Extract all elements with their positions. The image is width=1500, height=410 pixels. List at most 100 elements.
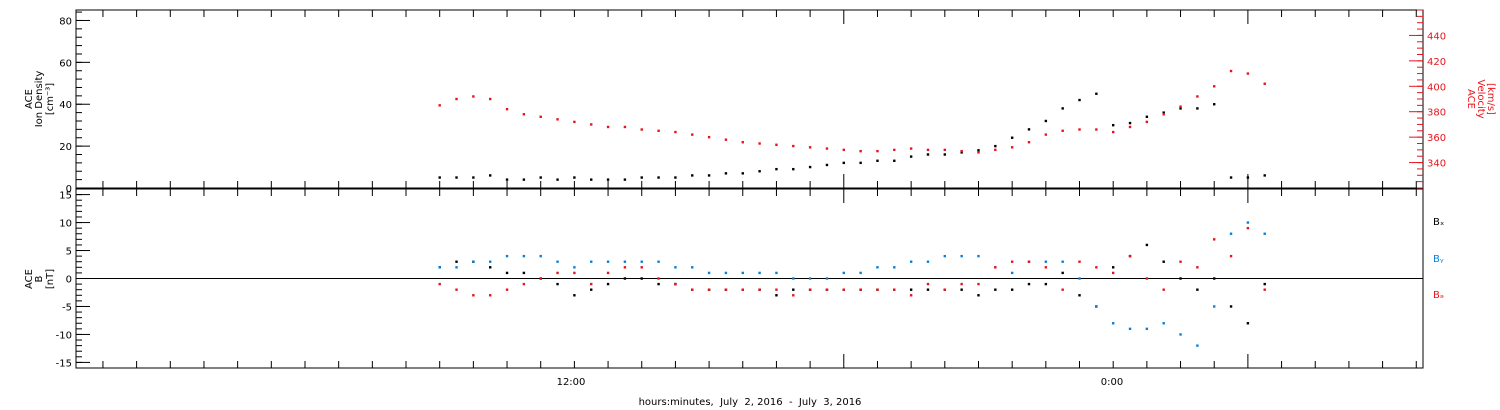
magnetic-point-series-2 <box>707 288 711 291</box>
magnetic-point-series-0 <box>1162 260 1165 263</box>
magnetic-point-series-2 <box>775 288 778 291</box>
magnetic-point-series-0 <box>909 288 913 291</box>
plasma-point-series-0 <box>842 161 845 165</box>
magnetic-point-series-2 <box>623 266 627 269</box>
magnetic-point-series-1 <box>1078 277 1081 280</box>
plasma-point-series-1 <box>640 128 643 131</box>
magnetic-point-series-1 <box>1044 260 1048 263</box>
magnetic-point-series-1 <box>741 271 744 275</box>
plasma-point-series-1 <box>556 118 559 121</box>
magnetic-point-series-0 <box>623 277 627 280</box>
magnetic-point-series-2 <box>859 288 862 291</box>
magnetic-point-series-1 <box>1061 260 1064 263</box>
plasma-point-series-1 <box>1196 95 1199 98</box>
plasma-point-series-1 <box>707 135 711 139</box>
plasma-point-series-0 <box>859 161 862 165</box>
plasma-point-series-0 <box>573 176 576 179</box>
plasma-ylabel-line-2: Ion Density <box>34 71 45 128</box>
magnetic-point-series-2 <box>1145 277 1149 280</box>
plasma-point-series-0 <box>1263 174 1266 177</box>
plasma-point-series-1 <box>691 133 694 136</box>
magnetic-point-series-1 <box>1213 305 1216 308</box>
magnetic-point-series-2 <box>1111 271 1115 275</box>
magnetic-point-series-0 <box>1044 282 1048 286</box>
plasma-point-series-0 <box>455 176 458 179</box>
magnetic-point-series-2 <box>1263 288 1266 291</box>
magnetic-point-series-2 <box>674 282 677 286</box>
plasma-point-series-0 <box>489 174 492 177</box>
magnetic-point-series-1 <box>606 260 610 263</box>
magnetic-point-series-2 <box>1179 260 1182 263</box>
velocity-ylabel-line-1: ACE <box>1465 89 1476 109</box>
magnetic-point-series-1 <box>505 254 509 258</box>
velocity-ytick-label: 340 <box>1427 159 1446 170</box>
velocity-ytick-label: 360 <box>1427 133 1446 144</box>
magnetic-point-series-1 <box>1179 333 1182 336</box>
plasma-point-series-1 <box>1246 72 1250 75</box>
plasma-point-series-0 <box>825 163 829 167</box>
plasma-point-series-0 <box>674 176 677 179</box>
magnetic-point-series-0 <box>792 288 795 291</box>
magnetic-point-series-2 <box>522 282 526 286</box>
magnetic-ytick-label: 5 <box>66 247 72 258</box>
plasma-point-series-1 <box>590 123 593 126</box>
plasma-point-series-1 <box>994 148 997 152</box>
magnetic-point-series-2 <box>1061 288 1064 291</box>
plasma-point-series-0 <box>438 176 441 179</box>
plasma-point-series-1 <box>825 147 829 150</box>
plasma-point-series-0 <box>556 178 559 181</box>
plasma-point-series-1 <box>606 125 610 129</box>
magnetic-point-series-1 <box>691 266 694 269</box>
magnetic-point-series-1 <box>960 254 963 258</box>
plasma-ytick-label: 20 <box>59 142 72 153</box>
magnetic-point-series-2 <box>893 288 896 291</box>
magnetic-ytick-label: 15 <box>59 191 72 202</box>
plasma-point-series-0 <box>657 176 660 179</box>
plasma-point-series-0 <box>1027 128 1031 131</box>
plasma-point-series-0 <box>505 178 509 181</box>
magnetic-point-series-1 <box>623 260 627 263</box>
magnetic-point-series-1 <box>472 260 475 263</box>
magnetic-point-series-1 <box>876 266 879 269</box>
magnetic-point-series-1 <box>1128 327 1132 331</box>
plasma-point-series-0 <box>472 176 475 179</box>
plasma-point-series-0 <box>758 170 761 173</box>
plasma-point-series-0 <box>539 176 542 179</box>
plasma-point-series-0 <box>707 174 711 177</box>
magnetic-point-series-1 <box>1162 322 1165 325</box>
legend-bz: Bₔ <box>1433 290 1444 301</box>
velocity-ylabel-line-3: [km/s] <box>1485 83 1496 115</box>
magnetic-point-series-1 <box>556 260 559 263</box>
plasma-point-series-0 <box>792 167 795 171</box>
magnetic-point-series-2 <box>943 288 947 291</box>
plasma-ytick-label: 60 <box>59 58 72 69</box>
magnetic-point-series-2 <box>842 288 845 291</box>
magnetic-point-series-1 <box>775 271 778 275</box>
x-tick-label-0-00: 0:00 <box>1101 377 1123 388</box>
plasma-point-series-0 <box>623 178 627 181</box>
magnetic-point-series-1 <box>522 254 526 258</box>
magnetic-point-series-1 <box>539 254 542 258</box>
magnetic-ylabel-line-2: B <box>34 275 45 282</box>
magnetic-point-series-2 <box>1229 254 1233 258</box>
magnetic-point-series-1 <box>1196 344 1199 347</box>
magnetic-point-series-1 <box>640 260 643 263</box>
plasma-point-series-0 <box>606 178 610 181</box>
magnetic-point-series-0 <box>960 288 963 291</box>
magnetic-point-series-2 <box>505 288 509 291</box>
magnetic-point-series-0 <box>1145 243 1149 247</box>
magnetic-point-series-2 <box>1128 254 1132 258</box>
plasma-point-series-1 <box>1128 125 1132 129</box>
plasma-point-series-1 <box>1145 120 1149 124</box>
legend-by: Bᵧ <box>1433 254 1444 265</box>
plasma-point-series-0 <box>1111 123 1115 127</box>
magnetic-point-series-2 <box>926 282 930 286</box>
velocity-ytick-label: 440 <box>1427 31 1446 42</box>
magnetic-point-series-0 <box>1078 294 1081 297</box>
plasma-point-series-1 <box>909 147 913 150</box>
plasma-point-series-0 <box>691 174 694 177</box>
plasma-point-series-1 <box>792 144 795 148</box>
plasma-point-series-0 <box>876 159 879 162</box>
plasma-point-series-1 <box>505 107 509 111</box>
magnetic-point-series-1 <box>943 254 947 258</box>
